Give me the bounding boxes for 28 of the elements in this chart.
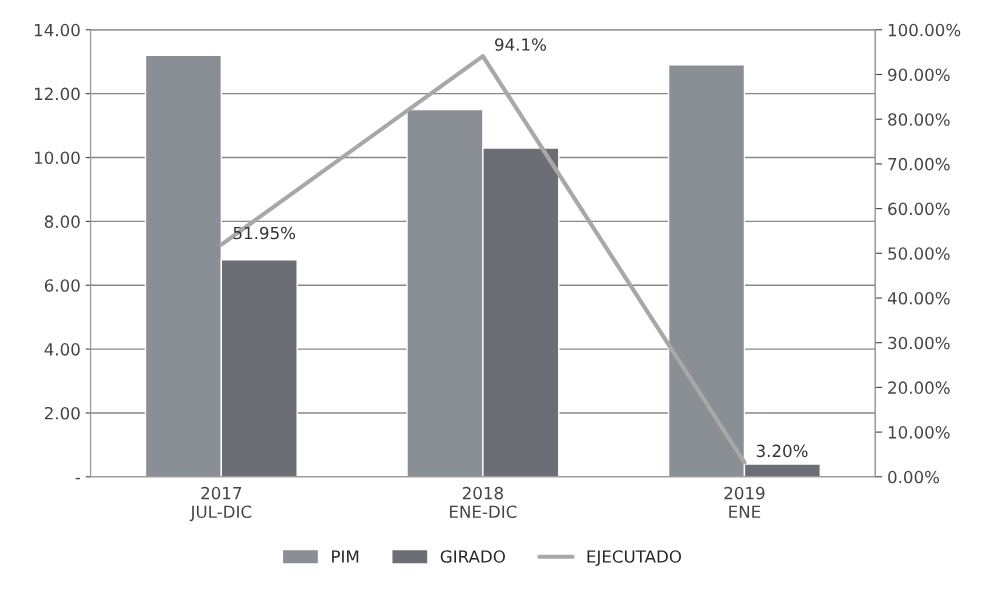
data-label: 3.20%: [756, 444, 808, 458]
legend-label: PIM: [332, 550, 359, 563]
y2-tick-label: 10.00%: [888, 426, 950, 439]
x-tick-label: 2019 ENE: [724, 486, 765, 518]
legend-label: GIRADO: [440, 550, 505, 563]
y-tick-label: 12.00: [34, 87, 80, 101]
y-tick-label: 2.00: [44, 406, 80, 420]
y2-tick-label: 90.00%: [888, 68, 950, 82]
y-tick-label: -: [75, 477, 81, 480]
x-tick-label: 2018 ENE-DIC: [450, 486, 517, 519]
y2-tick-label: 50.00%: [888, 247, 950, 260]
legend-label: EJECUTADO: [587, 550, 682, 566]
y2-tick-label: 0.00%: [888, 470, 940, 484]
data-label: 94.1%: [495, 38, 547, 51]
y2-tick-label: 80.00%: [888, 113, 950, 126]
y-tick-label: 8.00: [44, 215, 80, 228]
y2-tick-label: 30.00%: [888, 336, 950, 350]
y2-tick-label: 40.00%: [887, 291, 950, 305]
y2-tick-label: 100.00%: [888, 23, 961, 37]
y2-tick-label: 70.00%: [888, 157, 950, 171]
y-tick-label: 4.00: [44, 343, 80, 356]
y2-tick-label: 20.00%: [888, 381, 950, 394]
y-tick-label: 14.00: [34, 23, 80, 37]
y2-tick-label: 60.00%: [888, 202, 950, 216]
data-label: 51.95%: [233, 226, 296, 240]
y-tick-label: 6.00: [44, 279, 80, 292]
y-tick-label: 10.00: [34, 151, 80, 165]
x-tick-label: 2017 JUL-DIC: [189, 486, 252, 522]
